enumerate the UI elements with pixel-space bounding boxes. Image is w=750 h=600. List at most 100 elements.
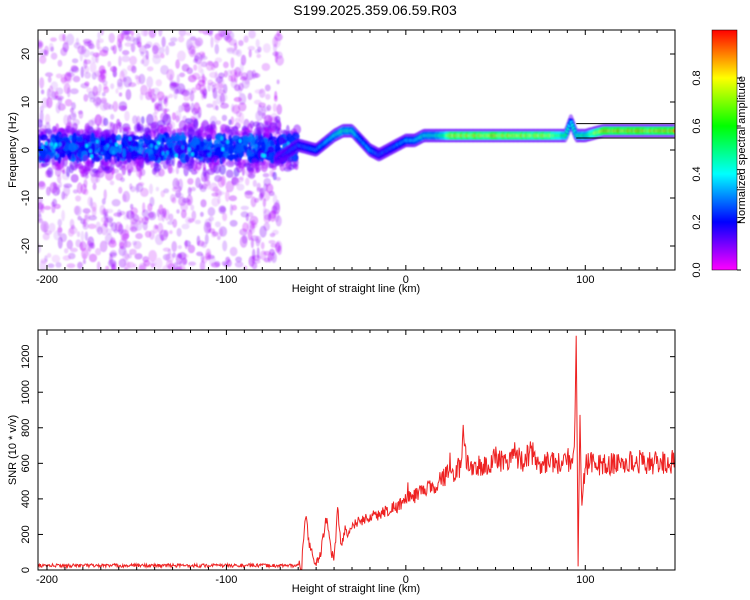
spectral-blob bbox=[238, 82, 244, 91]
spectral-blob bbox=[38, 213, 42, 222]
spectral-blob bbox=[135, 233, 143, 240]
spectral-blob bbox=[98, 38, 104, 44]
spectral-blob bbox=[129, 55, 138, 66]
colorbar-tick-label: 0.0 bbox=[691, 262, 703, 277]
spectral-blob bbox=[135, 155, 144, 167]
spectral-blob bbox=[110, 237, 116, 245]
spectral-blob bbox=[115, 221, 123, 232]
spectral-blob bbox=[240, 205, 249, 211]
spectral-blob bbox=[198, 76, 208, 83]
spectral-blob bbox=[190, 49, 196, 55]
spectral-blob bbox=[168, 41, 176, 47]
spectral-blob bbox=[240, 211, 249, 218]
spectral-blob bbox=[124, 110, 130, 122]
spectral-blob bbox=[172, 218, 178, 228]
spectral-blob bbox=[111, 133, 116, 144]
colorbar-tick-label: 0.2 bbox=[691, 214, 703, 229]
spectral-blob bbox=[44, 141, 48, 146]
y-tick-label: 1200 bbox=[20, 344, 32, 368]
spectral-blob bbox=[219, 228, 224, 237]
spectral-blob bbox=[128, 36, 136, 42]
spectral-blob bbox=[206, 168, 216, 175]
spectral-blob bbox=[70, 247, 78, 253]
spectral-blob bbox=[183, 94, 190, 102]
spectral-blob bbox=[71, 58, 79, 64]
spectral-blob bbox=[115, 173, 124, 181]
spectral-blob bbox=[214, 221, 221, 228]
spectral-blob bbox=[261, 63, 271, 71]
spectral-blob bbox=[196, 251, 203, 257]
spectral-blob bbox=[39, 105, 45, 113]
spectral-blob bbox=[183, 144, 188, 154]
spectral-blob bbox=[223, 30, 232, 35]
spectral-blob bbox=[172, 128, 176, 137]
spectral-blob bbox=[57, 218, 63, 227]
spectral-blob bbox=[121, 142, 125, 148]
spectral-blob bbox=[245, 177, 250, 186]
spectral-blob bbox=[118, 229, 127, 234]
spectral-blob bbox=[128, 136, 132, 141]
spectral-blob bbox=[95, 139, 99, 144]
spectral-blob bbox=[166, 68, 175, 81]
spectral-blob bbox=[122, 50, 130, 56]
spectral-blob bbox=[49, 85, 53, 93]
spectral-blob bbox=[141, 116, 145, 125]
spectral-blob bbox=[249, 120, 255, 129]
spectral-blob bbox=[110, 113, 115, 120]
spectral-blob bbox=[104, 217, 109, 228]
spectral-blob bbox=[38, 119, 43, 128]
spectral-blob bbox=[274, 50, 278, 63]
spectral-blob bbox=[173, 144, 180, 153]
spectral-blob bbox=[66, 239, 74, 250]
spectral-blob bbox=[90, 132, 96, 143]
spectrogram-y-ticks: -20 -10 0 10 20 bbox=[20, 48, 675, 254]
spectral-blob bbox=[187, 147, 191, 152]
spectral-blob bbox=[178, 30, 187, 37]
spectral-blob bbox=[50, 52, 58, 60]
spectral-blob bbox=[155, 186, 160, 192]
spectral-blob bbox=[228, 129, 233, 136]
spectral-blob bbox=[77, 215, 82, 221]
spectral-blob bbox=[146, 113, 154, 126]
spectral-blob bbox=[134, 253, 143, 260]
spectral-blob bbox=[147, 87, 152, 98]
spectral-blob bbox=[187, 178, 194, 185]
spectral-blob bbox=[58, 133, 67, 138]
spectral-blob bbox=[166, 154, 171, 165]
spectral-blob bbox=[202, 30, 210, 35]
spectral-blob bbox=[118, 186, 123, 194]
spectral-blob bbox=[66, 33, 75, 46]
spectral-blob bbox=[126, 210, 134, 220]
spectral-blob bbox=[185, 216, 193, 225]
spectral-blob bbox=[115, 134, 122, 141]
spectral-blob bbox=[277, 121, 282, 130]
spectral-blob bbox=[127, 147, 132, 153]
spectral-blob bbox=[72, 189, 79, 194]
spectral-blob bbox=[188, 261, 197, 266]
spectral-blob bbox=[118, 101, 128, 112]
snr-panel: -200 -100 0 100 0 200 400 600 800 1000 1200 Heigh… bbox=[7, 329, 676, 595]
spectral-blob bbox=[232, 135, 241, 142]
spectral-blob bbox=[229, 138, 234, 147]
spectral-blob bbox=[109, 254, 113, 266]
spectral-blob bbox=[161, 137, 166, 143]
spectral-blob bbox=[46, 97, 53, 109]
colorbar-tick-label: 0.4 bbox=[691, 166, 703, 181]
spectral-blob bbox=[188, 187, 192, 193]
spectral-blob bbox=[281, 129, 288, 135]
spectral-blob bbox=[77, 261, 83, 269]
spectral-blob bbox=[72, 75, 81, 83]
spectral-blob bbox=[234, 117, 240, 124]
spectral-blob bbox=[243, 162, 252, 168]
spectral-blob bbox=[82, 207, 91, 214]
spectral-blob bbox=[122, 30, 132, 35]
spectral-blob bbox=[117, 209, 122, 218]
spectral-blob bbox=[182, 102, 190, 108]
spectral-blob bbox=[144, 43, 151, 49]
spectral-blob bbox=[73, 205, 80, 215]
spectral-blob bbox=[147, 211, 157, 221]
spectral-blob bbox=[240, 54, 247, 66]
spectral-blob bbox=[84, 212, 91, 223]
spectral-blob bbox=[275, 240, 283, 252]
spectral-blob bbox=[116, 38, 122, 48]
